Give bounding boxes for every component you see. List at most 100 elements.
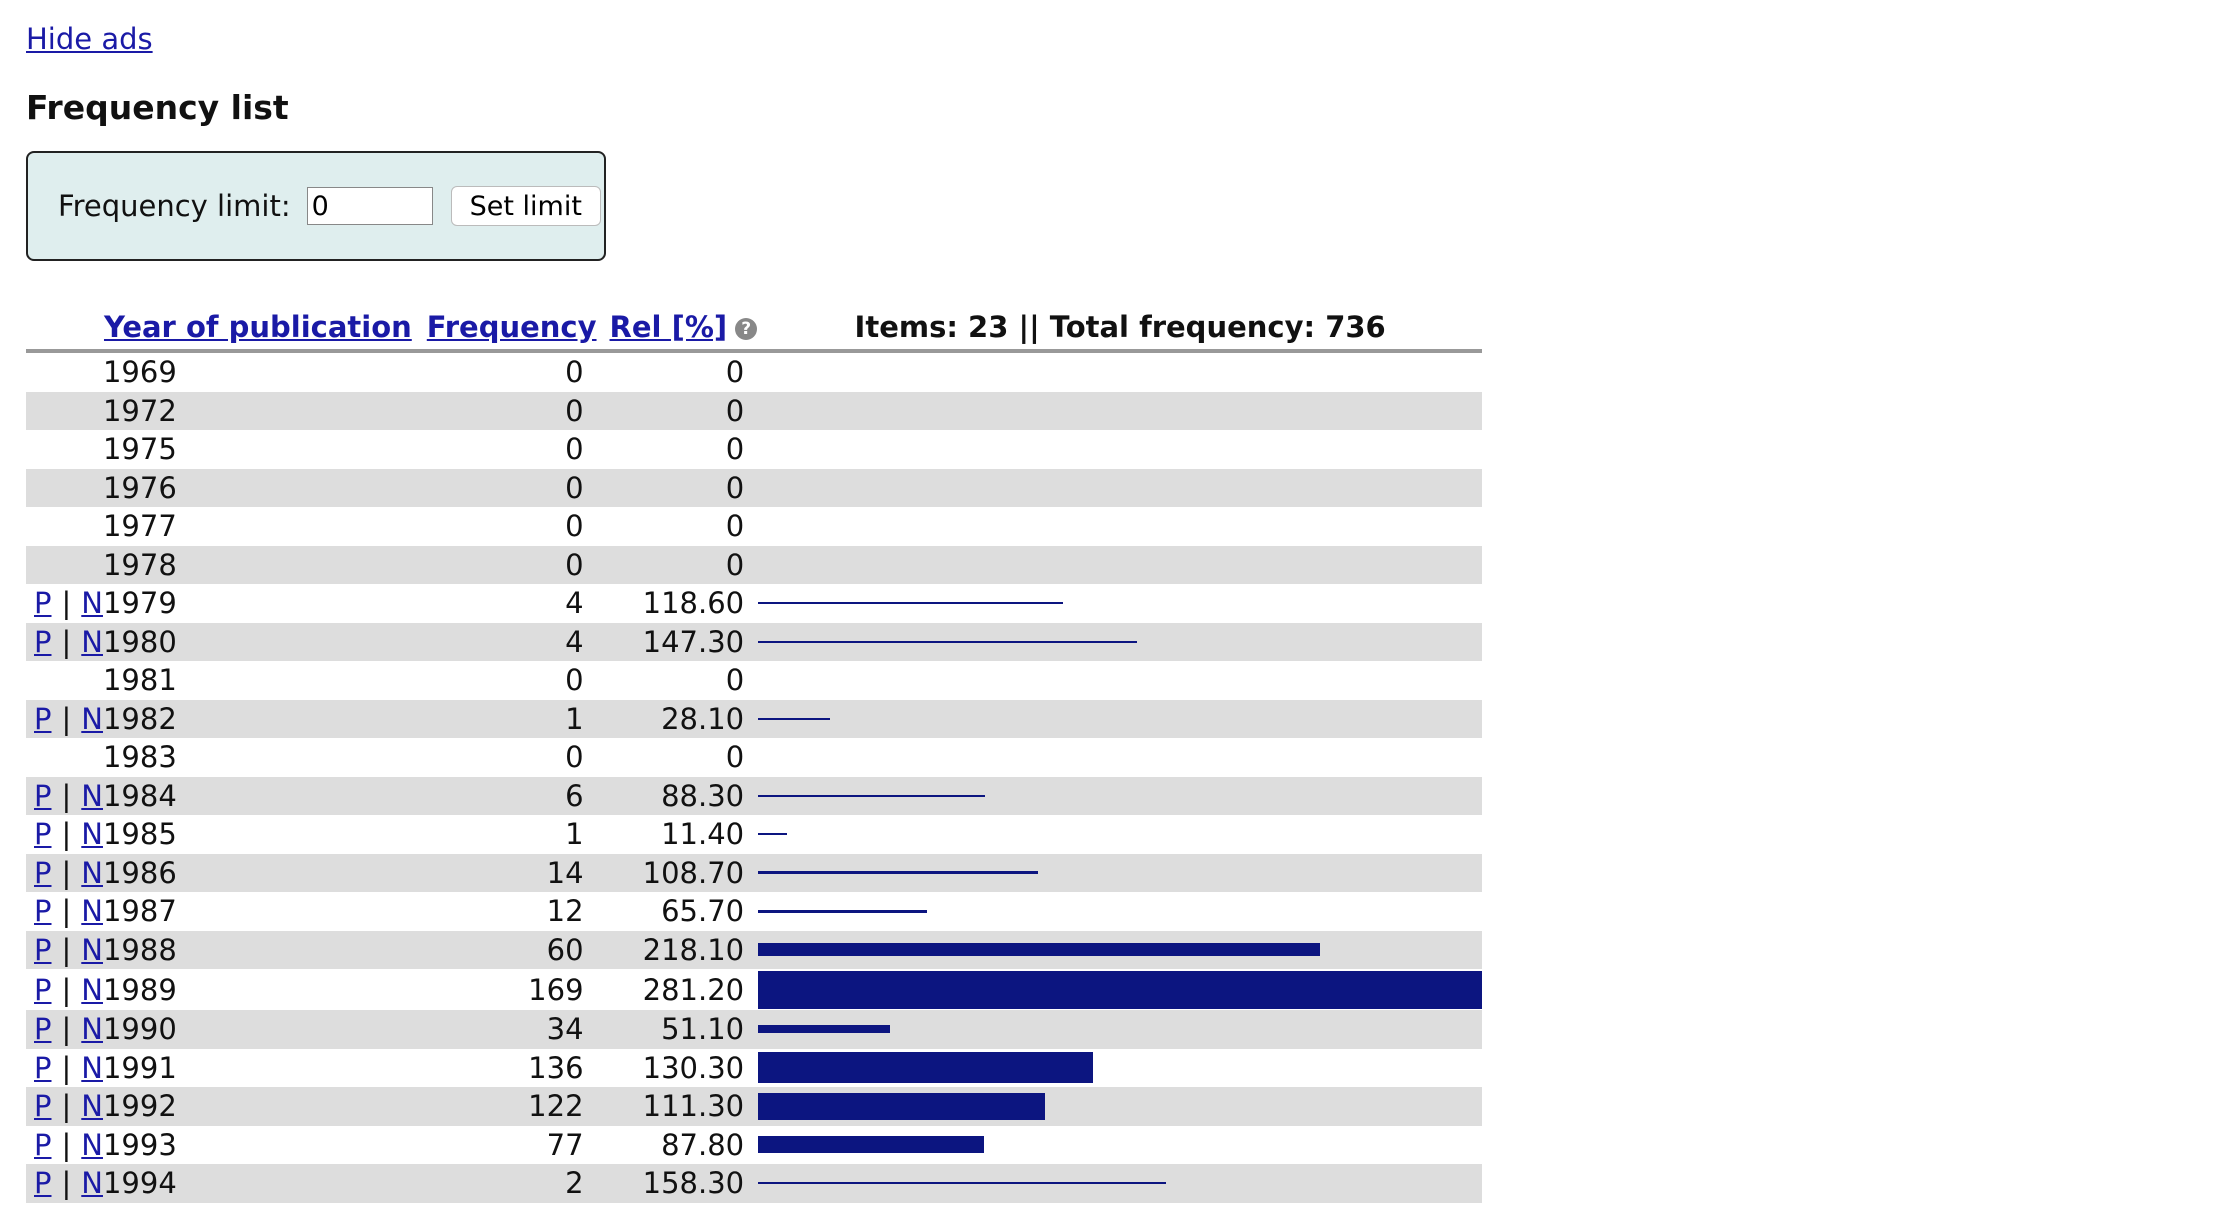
table-row: P | N 1984 6 88.30 [26, 776, 1483, 815]
positive-filter-link[interactable]: P [34, 1127, 52, 1162]
bar-cell [758, 1087, 1483, 1126]
negative-filter-link[interactable]: N [81, 1012, 103, 1047]
table-row: 1983 0 0 [26, 738, 1482, 777]
link-separator: | [61, 894, 72, 929]
year-cell: 1987 [102, 894, 177, 929]
bar-cell [758, 351, 1482, 392]
links-header [26, 305, 103, 353]
year-cell: 1994 [102, 1164, 413, 1203]
table-body: 1969 0 0 1972 0 0 1975 0 0 1976 0 0 1977 0 0 1978 0 0 P | N 1… [26, 351, 1483, 1203]
negative-filter-link[interactable]: N [81, 1127, 103, 1162]
frequency-cell: 0 [565, 432, 584, 467]
frequency-cell: 122 [412, 1087, 598, 1126]
positive-filter-link[interactable]: P [34, 855, 52, 890]
bar-cell [758, 507, 1482, 546]
positive-filter-link[interactable]: P [34, 894, 52, 929]
rel-cell: 0 [597, 391, 759, 430]
positive-filter-link[interactable]: P [34, 1089, 52, 1124]
frequency-bar [758, 1182, 1167, 1185]
positive-filter-link[interactable]: P [34, 701, 52, 736]
rel-cell: 11.40 [661, 817, 745, 852]
frequency-cell: 4 [565, 586, 584, 621]
bar-cell [758, 622, 1483, 661]
bar-cell [758, 545, 1483, 584]
frequency-cell: 77 [546, 1127, 584, 1162]
table-row: P | N 1991 136 130.30 [26, 1049, 1482, 1088]
year-cell: 1989 [102, 972, 177, 1007]
positive-filter-link[interactable]: P [34, 1166, 52, 1201]
frequency-bar [758, 871, 1039, 875]
frequency-cell: 0 [565, 663, 584, 698]
negative-filter-link[interactable]: N [81, 855, 103, 890]
bar-cell [758, 815, 1482, 854]
negative-filter-link[interactable]: N [81, 972, 103, 1007]
negative-filter-link[interactable]: N [81, 701, 103, 736]
table-row: 1978 0 0 [26, 545, 1483, 584]
row-links-cell: P | N [26, 969, 103, 1010]
link-separator: | [61, 1166, 72, 1201]
frequency-cell: 136 [528, 1050, 584, 1085]
link-separator: | [61, 1012, 72, 1047]
row-links-cell: P | N [26, 815, 103, 854]
positive-filter-link[interactable]: P [34, 972, 52, 1007]
question-icon[interactable]: ? [735, 318, 758, 340]
frequency-cell: 169 [528, 972, 584, 1007]
year-cell: 1981 [102, 663, 177, 698]
bar-cell [758, 1010, 1483, 1049]
negative-filter-link[interactable]: N [81, 1089, 103, 1124]
rel-cell: 281.20 [642, 972, 745, 1007]
table-row: P | N 1982 1 28.10 [26, 699, 1483, 738]
rel-cell: 0 [725, 509, 745, 544]
bar-cell [758, 1126, 1482, 1165]
positive-filter-link[interactable]: P [34, 1012, 52, 1047]
positive-filter-link[interactable]: P [34, 778, 52, 813]
positive-filter-link[interactable]: P [34, 932, 52, 967]
negative-filter-link[interactable]: N [81, 624, 103, 659]
positive-filter-link[interactable]: P [34, 586, 52, 621]
link-separator: | [61, 701, 72, 736]
sort-by-rel-link[interactable]: Rel [%] [609, 310, 728, 344]
link-separator: | [61, 855, 72, 890]
year-cell: 1984 [102, 776, 413, 815]
bar-cell [758, 661, 1482, 700]
frequency-bar [758, 943, 1321, 957]
negative-filter-link[interactable]: N [81, 1166, 103, 1201]
set-limit-button[interactable]: Set limit [450, 186, 601, 226]
link-separator: | [61, 778, 72, 813]
frequency-limit-input[interactable] [306, 187, 433, 225]
frequency-bar [758, 833, 788, 836]
negative-filter-link[interactable]: N [81, 1050, 103, 1085]
positive-filter-link[interactable]: P [34, 817, 52, 852]
row-links-cell: P | N [26, 1087, 103, 1126]
row-links-cell: P | N [26, 892, 103, 931]
negative-filter-link[interactable]: N [81, 817, 103, 852]
frequency-cell: 60 [412, 930, 598, 969]
bar-cell [758, 930, 1483, 969]
sort-by-frequency-link[interactable]: Frequency [426, 310, 597, 344]
year-cell: 1977 [102, 509, 177, 544]
table-header-row: Year of publication Frequency Rel [%]? I… [26, 305, 1483, 353]
positive-filter-link[interactable]: P [34, 1050, 52, 1085]
link-separator: | [61, 1050, 72, 1085]
link-separator: | [61, 624, 72, 659]
table-row: 1981 0 0 [26, 661, 1482, 700]
table-row: P | N 1987 12 65.70 [26, 892, 1482, 931]
negative-filter-link[interactable]: N [81, 778, 103, 813]
table-row: 1975 0 0 [26, 430, 1482, 469]
year-cell: 1979 [102, 586, 177, 621]
negative-filter-link[interactable]: N [81, 586, 103, 621]
hide-ads-link[interactable]: Hide ads [26, 22, 153, 56]
bar-cell [758, 969, 1483, 1010]
frequency-cell: 0 [565, 355, 584, 390]
rel-header: Rel [%]? [597, 305, 759, 353]
row-links-cell: P | N [26, 1049, 103, 1088]
positive-filter-link[interactable]: P [34, 624, 52, 659]
table-row: P | N 1993 77 87.80 [26, 1126, 1482, 1165]
row-links-cell [26, 468, 103, 507]
table-row: P | N 1985 1 11.40 [26, 815, 1482, 854]
sort-by-year-link[interactable]: Year of publication [103, 310, 412, 344]
negative-filter-link[interactable]: N [81, 932, 103, 967]
negative-filter-link[interactable]: N [81, 894, 103, 929]
table-row: P | N 1979 4 118.60 [26, 584, 1482, 623]
